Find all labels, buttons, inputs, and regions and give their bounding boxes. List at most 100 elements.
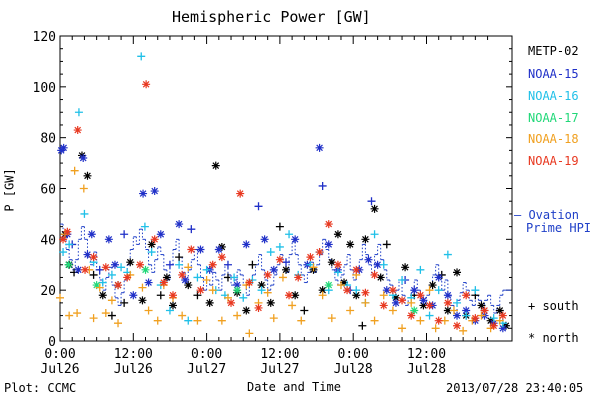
marker-north-noaa-15: [419, 296, 428, 305]
legend-south-marker: + south: [528, 299, 579, 313]
marker-south-noaa-18: [107, 296, 116, 305]
marker-north-noaa-19: [217, 253, 226, 262]
marker-north-noaa-19: [343, 286, 352, 295]
marker-north-noaa-19: [169, 291, 177, 300]
marker-north-noaa-15: [324, 240, 333, 249]
marker-south-noaa-16: [202, 265, 211, 274]
y-tick-label: 60: [40, 183, 56, 198]
marker-south-noaa-16: [462, 311, 471, 320]
x-tick-date-label: Jul28: [334, 362, 373, 377]
marker-north-metp-02: [242, 306, 251, 315]
marker-north-noaa-15: [144, 278, 153, 287]
marker-north-noaa-15: [410, 286, 419, 295]
marker-south-noaa-18: [431, 324, 440, 333]
marker-south-noaa-18: [217, 316, 226, 325]
marker-north-noaa-19: [263, 270, 272, 279]
x-tick-time-label: 0:00: [191, 347, 222, 362]
marker-south-noaa-18: [388, 306, 397, 315]
marker-north-noaa-15: [260, 235, 269, 244]
marker-north-metp-02: [77, 151, 86, 160]
marker-north-noaa-19: [59, 235, 68, 244]
legend-north-marker: * north: [528, 331, 579, 345]
y-axis-label: P [GW]: [2, 168, 17, 212]
marker-north-metp-02: [257, 281, 266, 290]
marker-north-noaa-15: [315, 143, 324, 152]
timestamp: 2013/07/28 23:40:05: [446, 381, 584, 395]
marker-north-noaa-17: [141, 265, 150, 274]
marker-south-noaa-18: [89, 314, 98, 323]
marker-north-noaa-19: [294, 273, 303, 282]
marker-north-metp-02: [453, 268, 462, 277]
marker-south-noaa-18: [346, 306, 355, 315]
marker-north-noaa-15: [87, 230, 96, 239]
marker-north-noaa-15: [382, 286, 391, 295]
marker-north-metp-02: [495, 306, 504, 315]
marker-north-noaa-19: [285, 291, 294, 300]
y-tick-label: 20: [40, 284, 56, 299]
marker-south-noaa-15: [318, 181, 327, 190]
marker-south-noaa-16: [416, 265, 425, 274]
chart-title: Hemispheric Power [GW]: [172, 8, 371, 26]
marker-south-noaa-18: [144, 306, 153, 315]
marker-north-noaa-19: [434, 316, 443, 325]
marker-north-noaa-15: [181, 276, 190, 284]
marker-north-noaa-15: [364, 255, 373, 264]
marker-north-noaa-19: [73, 126, 82, 135]
marker-south-noaa-18: [153, 316, 162, 325]
marker-south-noaa-18: [208, 286, 217, 295]
marker-south-noaa-18: [184, 263, 193, 272]
marker-north-noaa-19: [142, 80, 151, 89]
marker-south-noaa-16: [275, 242, 284, 251]
marker-north-metp-02: [147, 240, 156, 249]
marker-south-noaa-18: [318, 291, 327, 300]
marker-north-noaa-19: [236, 189, 245, 198]
marker-north-noaa-19: [227, 298, 236, 307]
marker-north-noaa-15: [214, 245, 223, 254]
marker-south-noaa-16: [285, 230, 294, 239]
marker-north-noaa-19: [324, 220, 333, 229]
marker-north-noaa-15: [175, 220, 184, 229]
marker-north-noaa-15: [110, 260, 119, 269]
marker-north-metp-02: [401, 263, 410, 272]
marker-north-noaa-15: [443, 291, 452, 300]
marker-north-noaa-19: [208, 260, 217, 269]
x-axis-label: Date and Time: [247, 380, 341, 394]
marker-north-metp-02: [184, 281, 193, 290]
y-tick-label: 80: [40, 132, 56, 147]
marker-north-noaa-15: [462, 306, 471, 315]
marker-south-noaa-18: [269, 314, 278, 323]
marker-south-noaa-16: [333, 268, 342, 277]
marker-north-noaa-15: [373, 260, 382, 269]
marker-north-noaa-17: [410, 306, 419, 315]
marker-south-noaa-16: [489, 314, 498, 323]
marker-north-metp-02: [376, 273, 385, 282]
marker-north-noaa-17: [92, 281, 101, 290]
marker-south-noaa-18: [370, 316, 379, 325]
marker-north-noaa-19: [471, 314, 480, 323]
y-tick-label: 40: [40, 233, 56, 248]
marker-north-metp-02: [211, 161, 220, 170]
marker-north-noaa-19: [114, 281, 123, 290]
marker-south-noaa-18: [65, 311, 74, 320]
marker-south-noaa-18: [449, 306, 458, 315]
marker-south-metp-02: [156, 291, 165, 300]
marker-south-noaa-15: [120, 230, 129, 239]
marker-north-metp-02: [352, 291, 361, 300]
marker-south-metp-02: [300, 306, 309, 315]
marker-north-noaa-15: [156, 230, 165, 239]
marker-south-noaa-16: [453, 298, 462, 307]
marker-south-noaa-18: [245, 329, 254, 338]
marker-north-metp-02: [346, 240, 355, 249]
marker-south-noaa-18: [178, 311, 187, 320]
marker-south-noaa-16: [471, 286, 480, 295]
marker-north-metp-02: [162, 273, 171, 282]
marker-south-noaa-18: [202, 276, 211, 284]
marker-north-noaa-19: [187, 245, 196, 254]
marker-south-noaa-15: [187, 225, 196, 234]
marker-south-noaa-18: [114, 319, 123, 328]
marker-north-noaa-19: [462, 291, 471, 300]
x-tick-time-label: 12:00: [260, 347, 299, 362]
marker-north-metp-02: [391, 293, 400, 302]
marker-north-noaa-15: [139, 189, 148, 198]
marker-south-noaa-18: [95, 283, 104, 292]
